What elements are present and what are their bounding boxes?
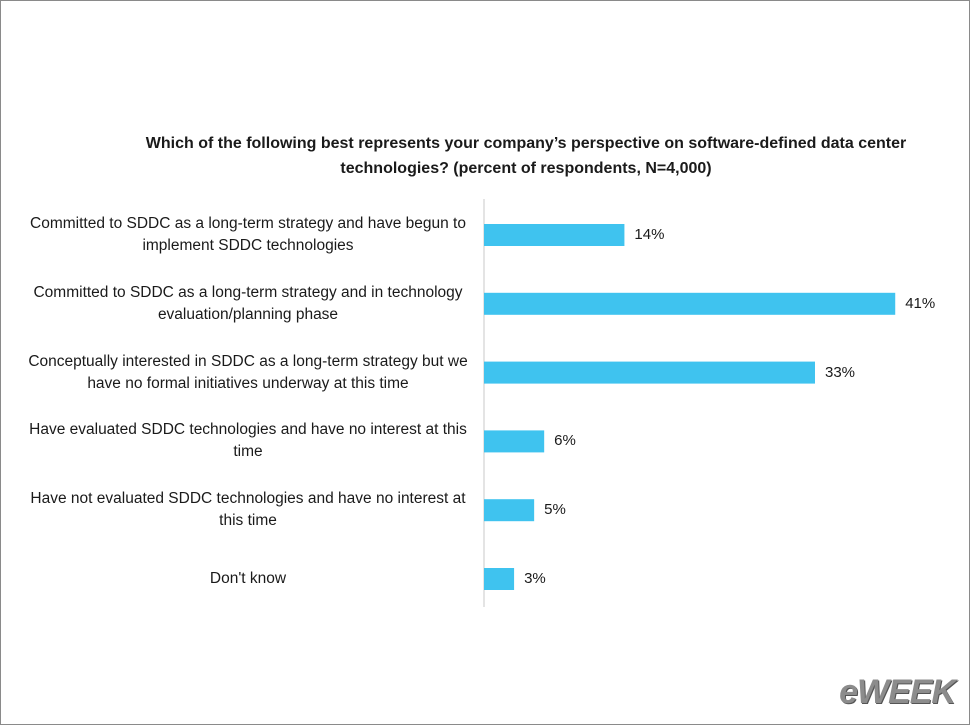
bar	[484, 224, 625, 246]
category-label: Don't know	[209, 570, 287, 587]
bar	[484, 499, 535, 522]
category-label: Committed to SDDC as a long-term strateg…	[30, 215, 466, 254]
value-label: 6%	[554, 432, 576, 450]
category-label: Have evaluated SDDC technologies and hav…	[29, 421, 467, 461]
value-label: 14%	[634, 226, 665, 243]
bar	[484, 292, 896, 315]
bar	[484, 361, 815, 384]
category-label: Have not evaluated SDDC technologies and…	[30, 490, 466, 530]
chart-title: Which of the following best represents y…	[145, 135, 907, 177]
value-label: 41%	[905, 294, 936, 312]
value-label: 5%	[544, 501, 566, 519]
value-label: 33%	[824, 363, 856, 381]
bar	[484, 430, 545, 453]
watermark: eWEEK	[839, 673, 956, 711]
category-label: Committed to SDDC as a long-term strateg…	[33, 283, 463, 323]
value-label: 3%	[524, 570, 546, 587]
category-label: Conceptually interested in SDDC as a lon…	[28, 352, 468, 392]
bar	[484, 568, 515, 590]
